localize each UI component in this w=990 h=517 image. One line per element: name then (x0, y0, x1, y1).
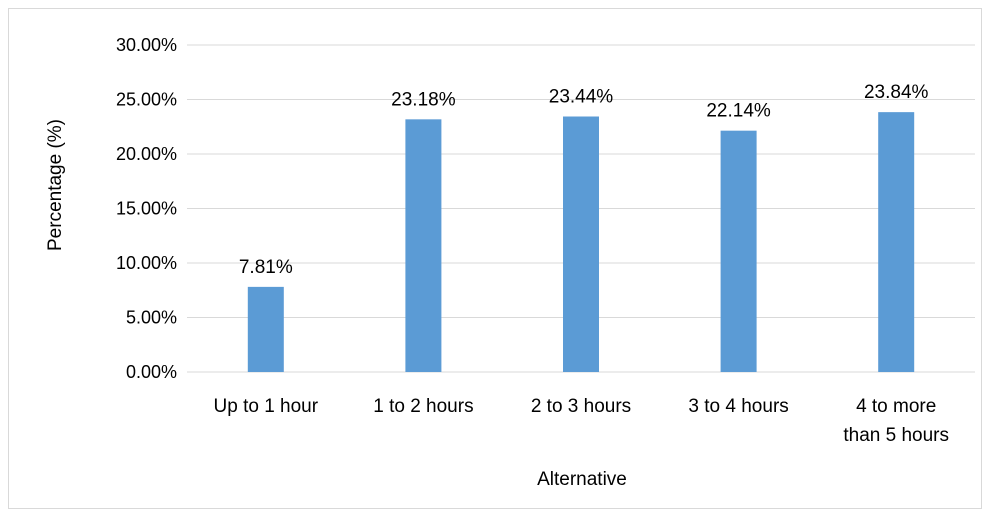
x-axis-ticks: Up to 1 hour 1 to 2 hours 2 to 3 hours 3 to… (214, 396, 950, 446)
bars (247, 112, 915, 373)
x-tick-label: 3 to 4 hours (688, 396, 788, 417)
bar (247, 286, 284, 372)
x-tick-label: than 5 hours (843, 425, 949, 446)
data-label: 7.81% (239, 257, 293, 278)
data-label: 23.84% (864, 82, 929, 103)
bar (878, 112, 915, 373)
y-tick-label: 30.00% (116, 35, 177, 55)
data-labels: 7.81% 23.18% 23.44% 22.14% 23.84% (239, 82, 929, 278)
y-tick-label: 20.00% (116, 144, 177, 164)
y-axis-ticks: 0.00% 5.00% 10.00% 15.00% 20.00% 25.00% 30.00% (116, 35, 177, 382)
x-tick-label: Up to 1 hour (214, 396, 319, 417)
y-tick-label: 10.00% (116, 253, 177, 273)
y-axis-title: Percentage (%) (45, 119, 66, 251)
bar (563, 116, 599, 372)
x-axis-title: Alternative (537, 469, 627, 490)
bar-chart: 0.00% 5.00% 10.00% 15.00% 20.00% 25.00% 30.00%… (45, 35, 975, 490)
x-tick-label: 1 to 2 hours (373, 396, 473, 417)
y-tick-label: 25.00% (116, 90, 177, 110)
y-tick-label: 15.00% (116, 199, 177, 219)
x-tick-label: 4 to more (856, 396, 936, 417)
bar (405, 119, 442, 372)
y-tick-label: 0.00% (126, 362, 177, 382)
y-tick-label: 5.00% (126, 308, 177, 328)
chart-frame: 0.00% 5.00% 10.00% 15.00% 20.00% 25.00% 30.00%… (8, 8, 982, 509)
data-label: 23.44% (549, 87, 614, 108)
data-label: 23.18% (391, 89, 456, 110)
data-label: 22.14% (706, 101, 771, 122)
bar (720, 130, 757, 372)
x-tick-label: 2 to 3 hours (531, 396, 631, 417)
